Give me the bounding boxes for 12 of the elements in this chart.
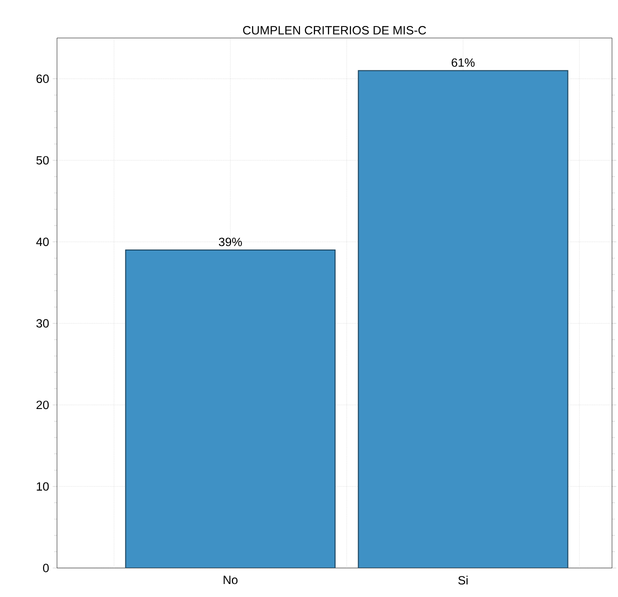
y-tick-label: 50 <box>36 156 49 165</box>
y-tick-label: 60 <box>36 74 49 83</box>
y-tick-label: 40 <box>36 238 49 246</box>
y-tick-label: 10 <box>36 482 49 491</box>
chart-title: CUMPLEN CRITERIOS DE MIS-C <box>243 26 426 34</box>
y-tick-label: 20 <box>36 400 49 410</box>
y-tick-label: 30 <box>36 319 49 328</box>
x-tick-label: No <box>224 576 238 584</box>
y-tick-label: 0 <box>43 564 49 572</box>
data-label: 61% <box>452 58 475 67</box>
data-label: 39% <box>218 238 242 246</box>
x-tick-label: Si <box>458 576 468 585</box>
